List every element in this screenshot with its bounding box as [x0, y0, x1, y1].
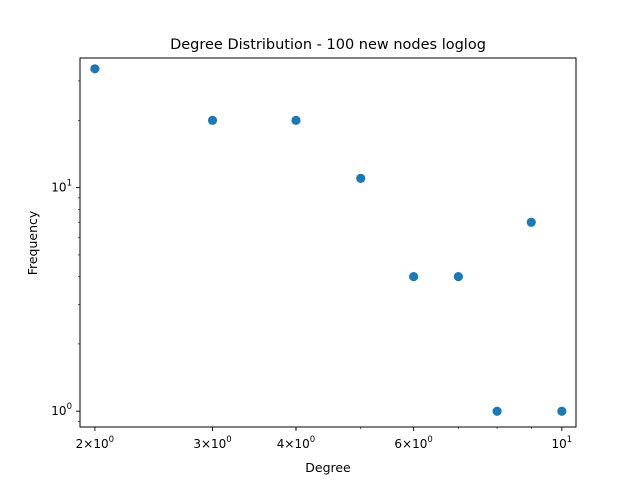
data-point — [90, 64, 100, 74]
y-tick-label: 100 — [51, 402, 72, 418]
data-point — [557, 406, 567, 416]
data-point — [291, 115, 301, 125]
data-point — [453, 272, 463, 282]
data-point — [526, 217, 536, 227]
data-points — [90, 64, 567, 416]
plot-frame — [79, 57, 577, 428]
x-tick-label: 2×100 — [76, 435, 114, 451]
x-tick-label: 4×100 — [277, 435, 315, 451]
data-point — [356, 173, 366, 183]
data-point — [492, 406, 502, 416]
x-tick-label: 3×100 — [193, 435, 231, 451]
chart-title: Degree Distribution - 100 new nodes logl… — [170, 37, 486, 53]
x-axis-label: Degree — [305, 460, 351, 475]
x-tick-label: 101 — [551, 435, 572, 451]
axes-layer: 2×100 3×100 4×100 6×100 101 100 101 — [51, 80, 572, 451]
x-tick-label: 6×100 — [394, 435, 432, 451]
data-point — [409, 272, 419, 282]
y-axis-label: Frequency — [25, 210, 40, 275]
data-point — [207, 115, 218, 125]
y-tick-label: 101 — [51, 179, 72, 195]
